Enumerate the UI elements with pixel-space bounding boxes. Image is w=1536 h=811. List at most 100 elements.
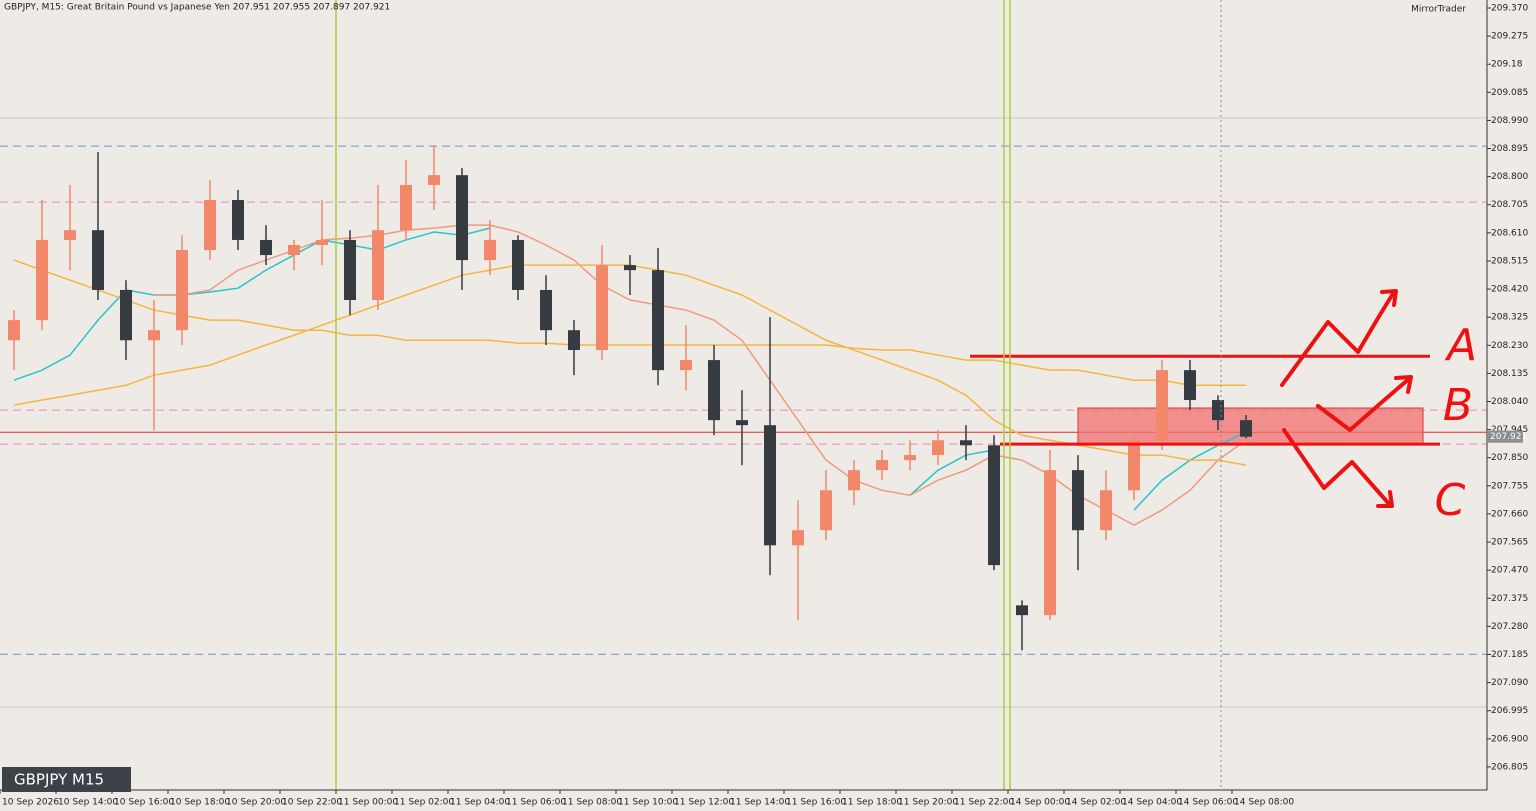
- candle-body: [512, 239, 524, 290]
- y-tick-label: 208.230: [1491, 341, 1528, 351]
- candle-body: [372, 230, 384, 301]
- y-tick-label: 208.800: [1491, 172, 1528, 182]
- symbol-label: GBPJPY M15: [14, 771, 104, 789]
- candle-body: [1100, 490, 1112, 531]
- x-tick-label: 14 Sep 08:00: [1234, 798, 1294, 808]
- candle-body: [400, 184, 412, 231]
- candle-body: [624, 265, 636, 271]
- y-tick-label: 208.325: [1491, 313, 1528, 323]
- candle-body: [960, 440, 972, 446]
- broker-name: MirrorTrader: [1411, 5, 1466, 15]
- x-tick-label: 14 Sep 00:00: [1010, 798, 1070, 808]
- y-tick-label: 207.375: [1491, 594, 1528, 604]
- arrow-c-head: [1376, 490, 1394, 508]
- last-price-label: 207.921: [1490, 432, 1527, 442]
- y-tick-label: 208.705: [1491, 200, 1528, 210]
- hand-arrows: [1280, 289, 1413, 508]
- candle-body: [484, 239, 496, 261]
- candle-body: [232, 200, 244, 240]
- candle-body: [148, 330, 160, 341]
- y-tick-label: 209.18: [1491, 60, 1523, 70]
- y-tick-label: 208.895: [1491, 144, 1528, 154]
- y-tick-label: 207.850: [1491, 453, 1528, 463]
- candle-body: [120, 289, 132, 341]
- candle-body: [288, 244, 300, 256]
- symbol-badge: [2, 767, 131, 792]
- y-tick-label: 208.135: [1491, 369, 1528, 379]
- arrow-b-head: [1394, 375, 1413, 394]
- candle-body: [344, 239, 356, 301]
- y-tick-label: 206.995: [1491, 706, 1528, 716]
- candle-body: [680, 360, 692, 371]
- candle-body: [316, 239, 328, 245]
- arrow-a-head: [1380, 289, 1398, 307]
- candle-body: [904, 455, 916, 461]
- x-tick-label: 11 Sep 02:00: [394, 798, 454, 808]
- candle-body: [8, 320, 20, 341]
- y-tick-label: 207.470: [1491, 566, 1528, 576]
- arrow-b: [1316, 376, 1412, 432]
- y-tick-label: 209.275: [1491, 32, 1528, 42]
- candle-body: [176, 250, 188, 331]
- x-tick-label: 11 Sep 16:00: [786, 798, 846, 808]
- x-tick-label: 11 Sep 12:00: [674, 798, 734, 808]
- x-tick-label: 11 Sep 14:00: [730, 798, 790, 808]
- candle-body: [596, 265, 608, 351]
- annotation: B: [1443, 380, 1473, 431]
- time-axis: [0, 790, 1487, 811]
- candle-body: [932, 440, 944, 456]
- candle-body: [820, 490, 832, 531]
- last-price-box: [1487, 430, 1523, 443]
- arrow-c: [1282, 428, 1392, 507]
- y-tick-label: 209.085: [1491, 88, 1528, 98]
- x-tick-label: 10 Sep 18:00: [170, 798, 230, 808]
- candle-body: [1072, 470, 1084, 531]
- y-tick-label: 208.610: [1491, 228, 1528, 238]
- candle-body: [64, 230, 76, 240]
- candle-body: [1212, 400, 1224, 421]
- candle-body: [792, 530, 804, 546]
- x-tick-label: 11 Sep 18:00: [842, 798, 902, 808]
- x-tick-label: 11 Sep 00:00: [338, 798, 398, 808]
- axes: 209.370 209.275 209.18 209.085 208.990 208.89…: [0, 3, 1528, 808]
- candle-body: [92, 230, 104, 290]
- candle-body: [36, 239, 48, 321]
- x-tick-label: 10 Sep 2026: [2, 798, 59, 808]
- candle-body: [1184, 370, 1196, 401]
- y-tick-label: 208.515: [1491, 256, 1528, 266]
- candle-body: [1128, 440, 1140, 491]
- candle-body: [736, 420, 748, 426]
- candle-body: [988, 445, 1000, 566]
- arrow-a: [1280, 290, 1396, 387]
- candle-body: [204, 200, 216, 251]
- x-tick-label: 10 Sep 14:00: [58, 798, 118, 808]
- y-tick-label: 207.090: [1491, 678, 1528, 688]
- x-tick-label: 14 Sep 04:00: [1122, 798, 1182, 808]
- y-tick-label: 209.370: [1491, 3, 1528, 13]
- y-tick-label: 207.755: [1491, 481, 1528, 491]
- x-tick-label: 14 Sep 06:00: [1178, 798, 1238, 808]
- x-tick-label: 11 Sep 20:00: [898, 798, 958, 808]
- y-tick-label: 207.945: [1491, 425, 1528, 435]
- y-tick-label: 206.900: [1491, 734, 1528, 744]
- candle-body: [540, 289, 552, 331]
- annotation: C: [1435, 475, 1466, 526]
- y-tick-label: 208.420: [1491, 285, 1528, 295]
- y-tick-label: 208.990: [1491, 116, 1528, 126]
- x-tick-label: 14 Sep 02:00: [1066, 798, 1126, 808]
- candle-body: [568, 330, 580, 351]
- candle-body: [708, 360, 720, 421]
- candle-body: [260, 239, 272, 256]
- x-tick-label: 11 Sep 04:00: [450, 798, 510, 808]
- y-tick-label: 206.805: [1491, 762, 1528, 772]
- price-axis: [1487, 0, 1536, 811]
- candle-body: [1044, 470, 1056, 616]
- x-tick-label: 10 Sep 20:00: [226, 798, 286, 808]
- candle-body: [652, 270, 664, 371]
- chart-title: GBPJPY, M15: Great Britain Pound vs Japa…: [4, 3, 390, 13]
- x-tick-label: 11 Sep 22:00: [954, 798, 1014, 808]
- candle-body: [428, 175, 440, 185]
